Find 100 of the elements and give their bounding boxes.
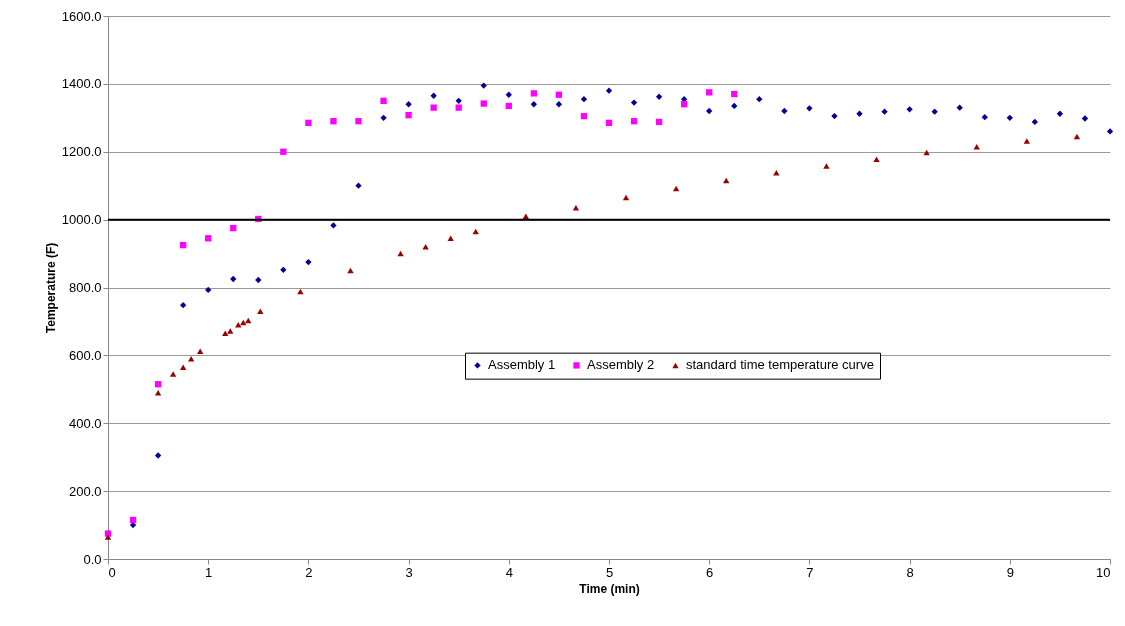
point xyxy=(205,235,212,242)
point xyxy=(257,308,264,314)
point xyxy=(430,92,437,99)
point xyxy=(380,97,387,105)
point xyxy=(380,114,387,121)
y-tick-label: 1200.0 xyxy=(61,144,102,160)
point xyxy=(245,317,252,324)
point xyxy=(856,110,863,117)
point xyxy=(580,95,588,103)
y-tick-label: 0.0 xyxy=(83,551,102,567)
point xyxy=(505,91,512,98)
x-tick-label: 4 xyxy=(505,564,513,580)
point xyxy=(731,90,738,98)
y-tick-label: 1000.0 xyxy=(61,212,102,228)
point xyxy=(447,235,454,242)
point xyxy=(179,241,187,249)
point xyxy=(422,244,429,250)
point xyxy=(397,250,404,257)
legend-label: standard time temperature curve xyxy=(686,357,874,373)
x-tick-label: 3 xyxy=(405,564,413,580)
point xyxy=(605,87,613,94)
point xyxy=(680,95,688,103)
x-tick-label: 5 xyxy=(605,564,614,580)
point xyxy=(881,108,888,115)
point xyxy=(773,170,780,176)
y-tick-label: 1600.0 xyxy=(61,8,102,24)
point xyxy=(906,106,913,113)
point xyxy=(522,213,529,219)
point xyxy=(280,266,287,274)
point xyxy=(555,91,563,98)
x-tick-label: 6 xyxy=(706,564,714,580)
point xyxy=(530,90,538,97)
point xyxy=(1056,110,1064,117)
point xyxy=(169,371,177,377)
point xyxy=(630,118,638,125)
x-tick-label: 8 xyxy=(906,564,914,580)
point xyxy=(530,101,538,108)
point xyxy=(831,112,838,120)
point xyxy=(580,112,588,120)
point xyxy=(230,224,237,232)
point xyxy=(179,364,187,370)
point xyxy=(781,107,788,115)
point xyxy=(154,452,162,459)
point xyxy=(1073,133,1081,140)
y-tick-label: 600.0 xyxy=(68,347,102,363)
point xyxy=(197,348,204,355)
x-tick-label: 7 xyxy=(806,564,814,580)
point xyxy=(430,104,437,111)
x-tick-label: 2 xyxy=(305,564,313,580)
y-axis-title: Temperature (F) xyxy=(43,242,58,334)
point xyxy=(255,276,262,284)
point xyxy=(179,301,187,309)
x-tick-label: 0 xyxy=(108,564,116,580)
point xyxy=(1031,118,1039,126)
point xyxy=(355,182,362,189)
point xyxy=(347,267,354,274)
point xyxy=(330,222,337,229)
y-tick-label: 400.0 xyxy=(68,415,102,431)
point xyxy=(1023,138,1030,144)
x-axis-title: Time (min) xyxy=(579,581,640,596)
point xyxy=(555,101,563,108)
point xyxy=(330,118,337,125)
legend-label: Assembly 1 xyxy=(488,357,556,373)
point xyxy=(222,330,229,337)
point xyxy=(227,328,234,334)
point xyxy=(129,516,137,524)
point xyxy=(1081,115,1089,122)
y-tick-label: 1400.0 xyxy=(61,76,102,92)
point xyxy=(756,95,763,103)
point xyxy=(931,108,938,115)
point xyxy=(873,156,880,162)
point xyxy=(672,185,680,192)
x-tick-label: 1 xyxy=(205,564,213,580)
point xyxy=(706,107,713,115)
point xyxy=(630,99,638,106)
point xyxy=(480,100,487,107)
point xyxy=(923,149,930,156)
point xyxy=(680,101,688,108)
point xyxy=(505,102,512,110)
point xyxy=(1106,128,1114,135)
point xyxy=(706,89,713,96)
point xyxy=(655,93,663,100)
point xyxy=(235,322,242,328)
point xyxy=(188,356,195,362)
legend-label: Assembly 2 xyxy=(587,357,655,373)
point xyxy=(1006,114,1013,121)
y-tick-label: 200.0 xyxy=(68,483,102,499)
point xyxy=(240,319,247,326)
point xyxy=(731,102,738,110)
x-tick-label: 10 xyxy=(1096,564,1111,580)
point xyxy=(154,381,162,388)
point xyxy=(305,258,312,266)
point xyxy=(405,111,412,119)
point xyxy=(205,286,212,294)
point xyxy=(823,163,830,169)
y-tick-label: 800.0 xyxy=(68,280,102,295)
point xyxy=(622,194,630,201)
point xyxy=(405,101,412,108)
point xyxy=(104,534,112,540)
point xyxy=(605,119,613,127)
